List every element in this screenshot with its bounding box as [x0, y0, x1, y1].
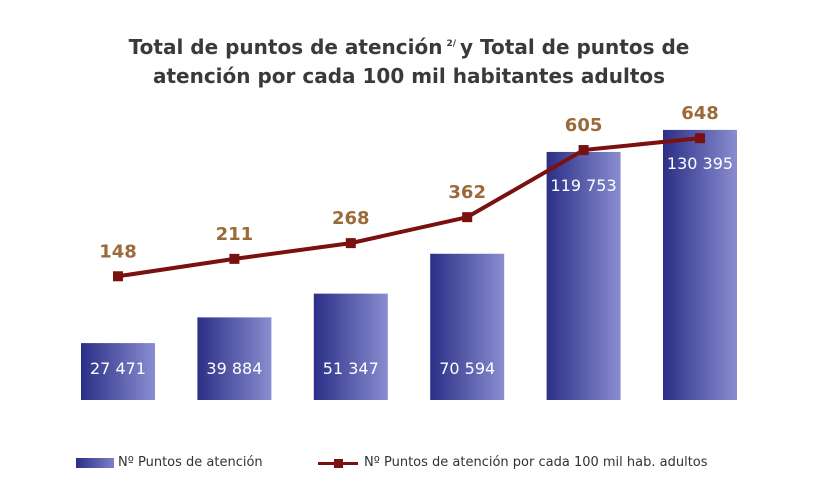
- bar-1: [81, 343, 155, 400]
- line-value-label-2: 211: [216, 224, 254, 245]
- chart-title: Total de puntos de atención 2/y Total de …: [0, 30, 818, 91]
- title-text-1: Total de puntos de atención: [128, 35, 443, 59]
- legend-line-label: Nº Puntos de atención por cada 100 mil h…: [364, 455, 708, 470]
- legend-line-swatch: [318, 457, 358, 469]
- bar-value-label-1: 27 471: [90, 359, 146, 378]
- line-marker-2: [229, 253, 240, 264]
- bar-value-label-2: 39 884: [206, 359, 262, 378]
- legend-bar-swatch: [76, 457, 114, 468]
- line-value-label-1: 148: [99, 241, 137, 262]
- bar-6: [663, 129, 737, 401]
- line-marker-3: [345, 238, 356, 249]
- legend-bar-label: Nº Puntos de atención: [118, 455, 263, 470]
- line-value-label-5: 605: [565, 115, 603, 136]
- bar-value-label-3: 51 347: [323, 359, 379, 378]
- title-line-1: Total de puntos de atención 2/y Total de …: [0, 30, 818, 62]
- line-marker-5: [578, 145, 589, 156]
- line-value-label-6: 648: [681, 103, 719, 124]
- line-series: [117, 136, 701, 279]
- bar-value-label-6: 130 395: [667, 154, 733, 173]
- line-marker-6: [695, 133, 705, 144]
- bar-value-label-4: 70 594: [439, 359, 495, 378]
- title-line-2: atención por cada 100 mil habitantes adu…: [152, 64, 666, 88]
- bar-2: [197, 317, 272, 400]
- legend-item-line: Nº Puntos de atención por cada 100 mil h…: [318, 455, 708, 470]
- legend-item-bars: Nº Puntos de atención: [76, 455, 263, 470]
- bar-3: [313, 293, 388, 400]
- line-marker-4: [462, 212, 473, 223]
- bar-5: [546, 151, 621, 400]
- bar-value-label-5: 119 753: [551, 176, 617, 195]
- line-value-label-3: 268: [332, 208, 370, 229]
- line-marker-1: [113, 271, 123, 282]
- title-text-1b: y Total de puntos de: [460, 35, 690, 59]
- line-value-label-4: 362: [448, 182, 486, 203]
- bar-4: [430, 253, 505, 400]
- title-footnote: 2/: [446, 39, 457, 49]
